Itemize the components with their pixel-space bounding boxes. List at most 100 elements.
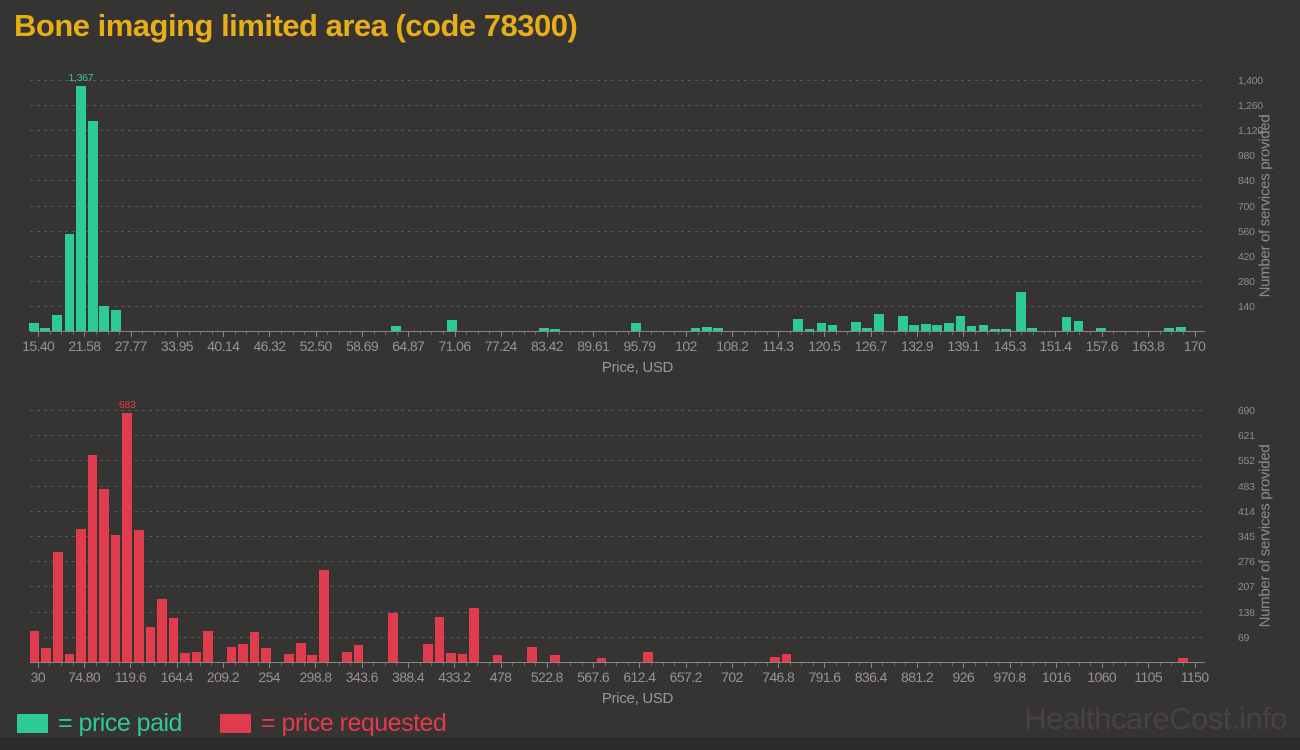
- histogram-bar[interactable]: [469, 607, 480, 662]
- histogram-bar[interactable]: [88, 121, 98, 331]
- histogram-bar[interactable]: [261, 648, 271, 662]
- histogram-bar[interactable]: [64, 233, 75, 331]
- histogram-bar[interactable]: [29, 631, 40, 662]
- histogram-bar[interactable]: [966, 326, 977, 331]
- histogram-bar[interactable]: [122, 412, 132, 662]
- x-tick-mark: [593, 332, 595, 337]
- x-tick-label: 163.8: [1132, 338, 1165, 354]
- histogram-bar[interactable]: [1001, 329, 1011, 331]
- histogram-bar[interactable]: [690, 328, 701, 331]
- histogram-bar[interactable]: [955, 315, 966, 331]
- histogram-bar[interactable]: [816, 323, 827, 331]
- histogram-bar[interactable]: [596, 657, 607, 662]
- histogram-bar[interactable]: [111, 310, 121, 331]
- gridline: [30, 105, 1205, 107]
- histogram-bar[interactable]: [40, 327, 50, 331]
- x-minor-tick-mark: [1090, 332, 1092, 335]
- histogram-bar[interactable]: [110, 535, 121, 662]
- x-tick-label: 21.58: [68, 338, 101, 354]
- histogram-bar[interactable]: [978, 324, 989, 331]
- histogram-bar[interactable]: [1164, 328, 1174, 331]
- histogram-bar[interactable]: [249, 632, 260, 662]
- histogram-bar[interactable]: [492, 654, 503, 662]
- histogram-bar[interactable]: [434, 617, 445, 662]
- x-minor-tick-mark: [835, 332, 837, 335]
- histogram-bar[interactable]: [226, 647, 237, 662]
- x-minor-tick-mark: [570, 332, 572, 335]
- histogram-bar[interactable]: [1073, 320, 1084, 331]
- histogram-bar[interactable]: [457, 653, 468, 662]
- x-tick-mark: [1009, 332, 1011, 337]
- histogram-bar[interactable]: [850, 321, 861, 331]
- histogram-bar[interactable]: [99, 489, 109, 662]
- x-tick-label: 164.4: [160, 669, 194, 685]
- histogram-bar[interactable]: [550, 328, 560, 331]
- x-minor-tick-mark: [431, 332, 433, 335]
- histogram-bar[interactable]: [921, 323, 931, 331]
- histogram-bar[interactable]: [99, 305, 109, 331]
- price-paid-swatch-icon: [17, 714, 48, 733]
- histogram-bar[interactable]: [307, 655, 318, 662]
- histogram-bar[interactable]: [342, 651, 352, 662]
- histogram-bar[interactable]: [388, 613, 399, 662]
- histogram-bar[interactable]: [203, 631, 213, 662]
- histogram-bar[interactable]: [862, 328, 872, 331]
- histogram-bar[interactable]: [642, 652, 653, 662]
- histogram-bar[interactable]: [944, 322, 954, 331]
- histogram-bar[interactable]: [932, 325, 943, 331]
- histogram-bar[interactable]: [1177, 658, 1188, 662]
- x-tick-mark: [176, 663, 178, 668]
- histogram-bar[interactable]: [52, 314, 62, 331]
- histogram-bar[interactable]: [191, 652, 202, 662]
- histogram-bar[interactable]: [1016, 291, 1026, 331]
- x-minor-tick-mark: [1136, 332, 1138, 335]
- histogram-bar[interactable]: [64, 653, 75, 662]
- x-minor-tick-mark: [581, 332, 583, 335]
- x-minor-tick-mark: [986, 332, 988, 335]
- histogram-bar[interactable]: [527, 647, 537, 662]
- histogram-bar[interactable]: [145, 626, 156, 662]
- histogram-bar[interactable]: [793, 318, 803, 331]
- histogram-bar[interactable]: [898, 316, 908, 331]
- histogram-bar[interactable]: [423, 643, 433, 662]
- x-minor-tick-mark: [338, 332, 340, 335]
- x-tick-label: 139.1: [947, 338, 980, 354]
- histogram-bar[interactable]: [168, 618, 179, 662]
- histogram-bar[interactable]: [447, 319, 457, 331]
- histogram-bar[interactable]: [180, 652, 190, 662]
- histogram-bar[interactable]: [827, 324, 838, 331]
- histogram-bar[interactable]: [713, 328, 723, 331]
- histogram-bar[interactable]: [390, 325, 401, 331]
- histogram-bar[interactable]: [41, 648, 51, 662]
- histogram-bar[interactable]: [539, 327, 549, 331]
- histogram-bar[interactable]: [353, 645, 364, 662]
- histogram-bar[interactable]: [133, 529, 144, 662]
- x-minor-tick-mark: [1067, 332, 1068, 335]
- histogram-bar[interactable]: [1027, 328, 1038, 331]
- x-minor-tick-mark: [49, 663, 51, 666]
- histogram-bar[interactable]: [1061, 317, 1072, 331]
- histogram-bar[interactable]: [631, 322, 641, 331]
- histogram-bar[interactable]: [1176, 326, 1186, 331]
- histogram-bar[interactable]: [87, 455, 98, 662]
- histogram-bar[interactable]: [446, 652, 456, 662]
- histogram-bar[interactable]: [76, 85, 86, 331]
- histogram-bar[interactable]: [702, 326, 712, 331]
- histogram-bar[interactable]: [295, 642, 306, 662]
- histogram-bar[interactable]: [990, 328, 1000, 331]
- histogram-bar[interactable]: [781, 653, 792, 662]
- histogram-bar[interactable]: [319, 570, 329, 662]
- histogram-bar[interactable]: [909, 324, 919, 331]
- histogram-bar[interactable]: [238, 643, 248, 662]
- histogram-bar[interactable]: [157, 598, 167, 662]
- histogram-bar[interactable]: [1096, 328, 1106, 331]
- histogram-bar[interactable]: [804, 329, 815, 331]
- x-tick-label: 33.95: [160, 338, 194, 354]
- histogram-bar[interactable]: [52, 552, 63, 662]
- histogram-bar[interactable]: [550, 655, 560, 662]
- histogram-bar[interactable]: [874, 313, 884, 331]
- histogram-bar[interactable]: [28, 322, 39, 331]
- histogram-bar[interactable]: [76, 529, 86, 662]
- histogram-bar[interactable]: [770, 657, 780, 662]
- histogram-bar[interactable]: [284, 654, 294, 662]
